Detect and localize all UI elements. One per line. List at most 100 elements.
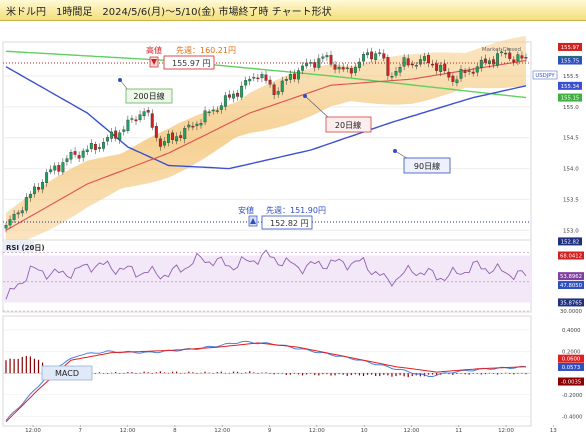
main-y-tick-label: 153.0 <box>563 228 579 234</box>
market-status: Market Closed <box>482 47 521 53</box>
candle-body <box>297 70 300 80</box>
candle <box>65 154 69 166</box>
macd-hist-bar <box>176 371 178 374</box>
candle <box>264 70 268 84</box>
ma20-label: 20日線 <box>335 120 361 130</box>
candle <box>207 108 211 117</box>
rsi-y-tick: 68.0412 <box>558 251 584 260</box>
macd-hist-bar <box>322 373 324 375</box>
macd-hist-bar <box>371 373 373 375</box>
macd-hist-bar <box>431 373 434 375</box>
candle <box>418 55 422 67</box>
candle-body <box>345 67 349 70</box>
macd-hist-bar <box>119 373 121 374</box>
main-y-tick-label: 153.5 <box>563 197 579 203</box>
macd-tag-label: -0.0035 <box>561 380 581 386</box>
candle <box>459 65 463 82</box>
candle <box>414 61 418 70</box>
candle-body <box>114 130 118 139</box>
macd-hist-bar <box>216 372 218 374</box>
candle-body <box>386 57 390 76</box>
macd-hist-bar <box>496 373 499 375</box>
macd-hist-bar <box>245 372 247 374</box>
price-tag-label: 152.82 <box>561 239 580 245</box>
candle <box>443 59 447 75</box>
candle-body <box>223 95 227 107</box>
candle <box>394 67 398 79</box>
candle <box>479 56 483 72</box>
candle <box>398 64 402 77</box>
candle-body <box>496 53 500 66</box>
candle <box>102 138 105 152</box>
candle-body <box>362 54 365 62</box>
candle <box>378 48 382 57</box>
rsi-tag-label: 53.8962 <box>560 274 582 280</box>
macd-hist-bar <box>212 373 214 374</box>
candle-body <box>195 123 199 126</box>
candle <box>280 76 284 96</box>
candle <box>223 92 227 111</box>
candle <box>374 50 378 65</box>
main-y-tick-label: 154.0 <box>563 167 579 173</box>
macd-hist-bar <box>436 373 438 376</box>
candle-body <box>418 59 422 65</box>
candle-body <box>8 219 12 226</box>
candle <box>471 67 475 77</box>
macd-hist-bar <box>269 373 271 374</box>
candle-body <box>150 113 154 128</box>
candle <box>475 63 479 77</box>
macd-hist-bar <box>277 373 279 374</box>
macd-hist-bar <box>346 373 348 376</box>
candle-body <box>508 52 512 59</box>
rsi-tag-box <box>558 272 584 281</box>
candle <box>256 74 260 83</box>
macd-hist-bar <box>102 373 105 374</box>
macd-hist-bar <box>196 373 198 374</box>
candle-body <box>313 62 317 68</box>
macd-hist-bar <box>468 373 470 375</box>
candle-body <box>353 66 357 73</box>
candle-body <box>414 65 418 67</box>
macd-hist-bar <box>29 356 31 374</box>
candle-body <box>244 80 248 86</box>
candle-body <box>406 58 410 66</box>
candle <box>483 54 487 66</box>
price-tag-label: 155.34 <box>561 84 580 90</box>
candle <box>175 132 179 145</box>
candle-body <box>276 91 280 95</box>
candle-body <box>284 79 288 81</box>
candle <box>8 215 12 229</box>
macd-hist-bar <box>383 373 385 375</box>
candle-body <box>199 122 203 126</box>
macd-hist-bar <box>444 373 446 374</box>
candle <box>12 210 16 223</box>
macd-label: MACD <box>55 369 79 378</box>
macd-y-tick-label: -0.4000 <box>562 414 583 420</box>
macd-hist-bar <box>151 373 153 374</box>
macd-hist-bar <box>517 373 519 374</box>
macd-line <box>5 340 527 422</box>
macd-hist-bar <box>525 373 527 375</box>
macd-current-tag: 0.0573 <box>558 362 584 371</box>
rsi-tag-box <box>558 251 584 260</box>
candle-body <box>333 64 337 70</box>
candle-body <box>175 136 179 142</box>
candle <box>337 63 341 74</box>
macd-hist-bar <box>167 372 170 374</box>
candle <box>439 62 443 77</box>
macd-hist-bar <box>94 373 96 374</box>
candle <box>492 55 495 69</box>
price-tag-box <box>558 93 582 102</box>
macd-hist-bar <box>306 373 308 375</box>
candle-body <box>232 93 235 99</box>
candle <box>16 210 20 219</box>
macd-hist-bar <box>228 372 231 374</box>
candle-body <box>483 58 487 63</box>
candle <box>268 76 272 88</box>
candle <box>402 53 406 71</box>
x-tick-label: 12:00 <box>403 428 419 434</box>
candle-body <box>215 110 219 112</box>
macd-hist-bar <box>338 373 340 375</box>
macd-hist-bar <box>159 371 161 374</box>
macd-hist-bar <box>375 373 377 377</box>
